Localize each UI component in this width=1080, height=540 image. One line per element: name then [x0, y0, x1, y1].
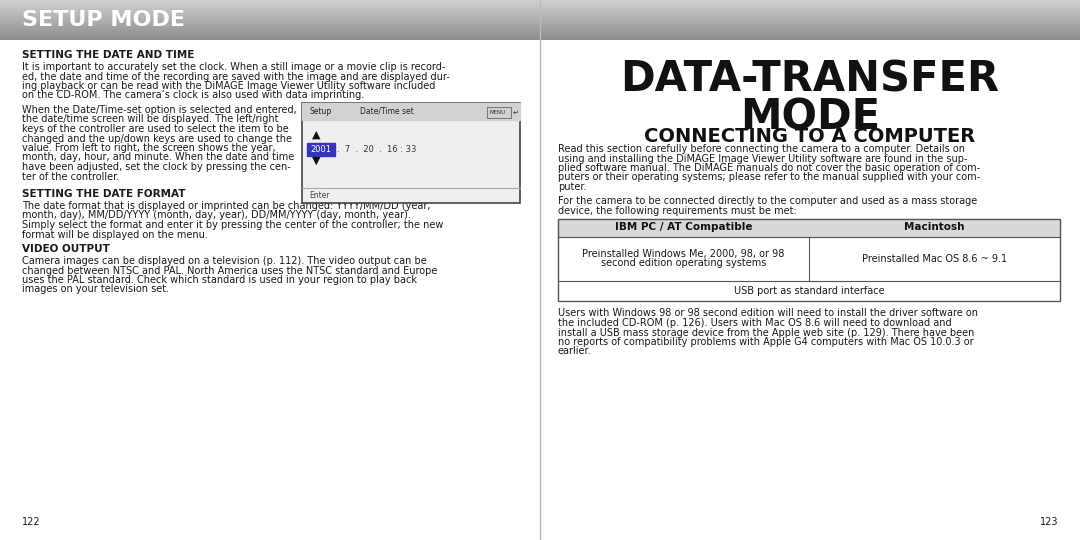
Text: MODE: MODE — [740, 96, 880, 138]
Text: Simply select the format and enter it by pressing the center of the controller; : Simply select the format and enter it by… — [22, 220, 444, 230]
Text: ing playback or can be read with the DiMAGE Image Viewer Utility software includ: ing playback or can be read with the DiM… — [22, 81, 435, 91]
Bar — [307, 143, 335, 156]
Text: plied software manual. The DiMAGE manuals do not cover the basic operation of co: plied software manual. The DiMAGE manual… — [558, 163, 981, 173]
Text: .  7  .  20  .  16 : 33: . 7 . 20 . 16 : 33 — [337, 145, 417, 153]
Text: second edition operating systems: second edition operating systems — [600, 259, 766, 268]
Text: DATA-TRANSFER: DATA-TRANSFER — [620, 58, 1000, 100]
Text: MENU: MENU — [489, 110, 505, 115]
Text: ↵: ↵ — [513, 110, 518, 116]
Text: keys of the controller are used to select the item to be: keys of the controller are used to selec… — [22, 124, 288, 134]
Text: 123: 123 — [1039, 517, 1058, 527]
Text: device, the following requirements must be met:: device, the following requirements must … — [558, 206, 797, 216]
Text: changed and the up/down keys are used to change the: changed and the up/down keys are used to… — [22, 133, 292, 144]
Text: Read this section carefully before connecting the camera to a computer. Details : Read this section carefully before conne… — [558, 144, 966, 154]
Text: install a USB mass storage device from the Apple web site (p. 129). There have b: install a USB mass storage device from t… — [558, 327, 974, 338]
Text: Date/Time set: Date/Time set — [360, 107, 414, 116]
Text: ▼: ▼ — [312, 156, 321, 166]
Bar — [487, 107, 511, 118]
Text: IBM PC / AT Compatible: IBM PC / AT Compatible — [615, 222, 753, 233]
Text: month, day, hour, and minute. When the date and time: month, day, hour, and minute. When the d… — [22, 152, 294, 163]
Text: the included CD-ROM (p. 126). Users with Mac OS 8.6 will need to download and: the included CD-ROM (p. 126). Users with… — [558, 318, 951, 328]
Text: uses the PAL standard. Check which standard is used in your region to play back: uses the PAL standard. Check which stand… — [22, 275, 417, 285]
Bar — [558, 219, 1059, 300]
Text: format will be displayed on the menu.: format will be displayed on the menu. — [22, 230, 207, 240]
Text: changed between NTSC and PAL. North America uses the NTSC standard and Europe: changed between NTSC and PAL. North Amer… — [22, 266, 437, 275]
Bar — [558, 219, 1059, 237]
Text: puter.: puter. — [558, 182, 586, 192]
Text: 122: 122 — [22, 517, 41, 527]
Text: on the CD-ROM. The camera’s clock is also used with data imprinting.: on the CD-ROM. The camera’s clock is als… — [22, 91, 364, 100]
Text: It is important to accurately set the clock. When a still image or a movie clip : It is important to accurately set the cl… — [22, 62, 445, 72]
Text: month, day), MM/DD/YYYY (month, day, year), DD/MM/YYYY (day, month, year).: month, day), MM/DD/YYYY (month, day, yea… — [22, 211, 410, 220]
Text: puters or their operating systems; please refer to the manual supplied with your: puters or their operating systems; pleas… — [558, 172, 981, 183]
Text: SETTING THE DATE FORMAT: SETTING THE DATE FORMAT — [22, 189, 186, 199]
Text: For the camera to be connected directly to the computer and used as a mass stora: For the camera to be connected directly … — [558, 197, 977, 206]
Text: ed, the date and time of the recording are saved with the image and are displaye: ed, the date and time of the recording a… — [22, 71, 449, 82]
Text: have been adjusted, set the clock by pressing the cen-: have been adjusted, set the clock by pre… — [22, 162, 291, 172]
Text: Macintosh: Macintosh — [904, 222, 964, 233]
Text: CONNECTING TO A COMPUTER: CONNECTING TO A COMPUTER — [645, 127, 975, 146]
Text: When the Date/Time-set option is selected and entered,: When the Date/Time-set option is selecte… — [22, 105, 297, 115]
Text: ▲: ▲ — [312, 130, 321, 140]
Text: images on your television set.: images on your television set. — [22, 285, 170, 294]
Text: value. From left to right, the screen shows the year,: value. From left to right, the screen sh… — [22, 143, 275, 153]
Text: ter of the controller.: ter of the controller. — [22, 172, 119, 181]
Text: SETTING THE DATE AND TIME: SETTING THE DATE AND TIME — [22, 50, 194, 60]
Text: SETUP MODE: SETUP MODE — [22, 10, 185, 30]
Text: Enter: Enter — [309, 191, 329, 199]
Text: no reports of compatibility problems with Apple G4 computers with Mac OS 10.0.3 : no reports of compatibility problems wit… — [558, 337, 974, 347]
Text: using and installing the DiMAGE Image Viewer Utility software are found in the s: using and installing the DiMAGE Image Vi… — [558, 153, 968, 164]
Text: Preinstalled Windows Me, 2000, 98, or 98: Preinstalled Windows Me, 2000, 98, or 98 — [582, 248, 785, 259]
Text: Users with Windows 98 or 98 second edition will need to install the driver softw: Users with Windows 98 or 98 second editi… — [558, 308, 978, 319]
Bar — [302, 103, 519, 120]
Text: Preinstalled Mac OS 8.6 ~ 9.1: Preinstalled Mac OS 8.6 ~ 9.1 — [862, 253, 1007, 264]
Text: Setup: Setup — [309, 107, 332, 116]
Text: 2001: 2001 — [311, 145, 332, 153]
Text: Camera images can be displayed on a television (p. 112). The video output can be: Camera images can be displayed on a tele… — [22, 256, 427, 266]
Text: the date/time screen will be displayed. The left/right: the date/time screen will be displayed. … — [22, 114, 279, 125]
Text: USB port as standard interface: USB port as standard interface — [733, 286, 885, 295]
Bar — [302, 103, 519, 203]
Text: VIDEO OUTPUT: VIDEO OUTPUT — [22, 244, 110, 254]
Text: earlier.: earlier. — [558, 347, 592, 356]
Text: The date format that is displayed or imprinted can be changed: YYYY/MM/DD (year,: The date format that is displayed or imp… — [22, 201, 431, 211]
